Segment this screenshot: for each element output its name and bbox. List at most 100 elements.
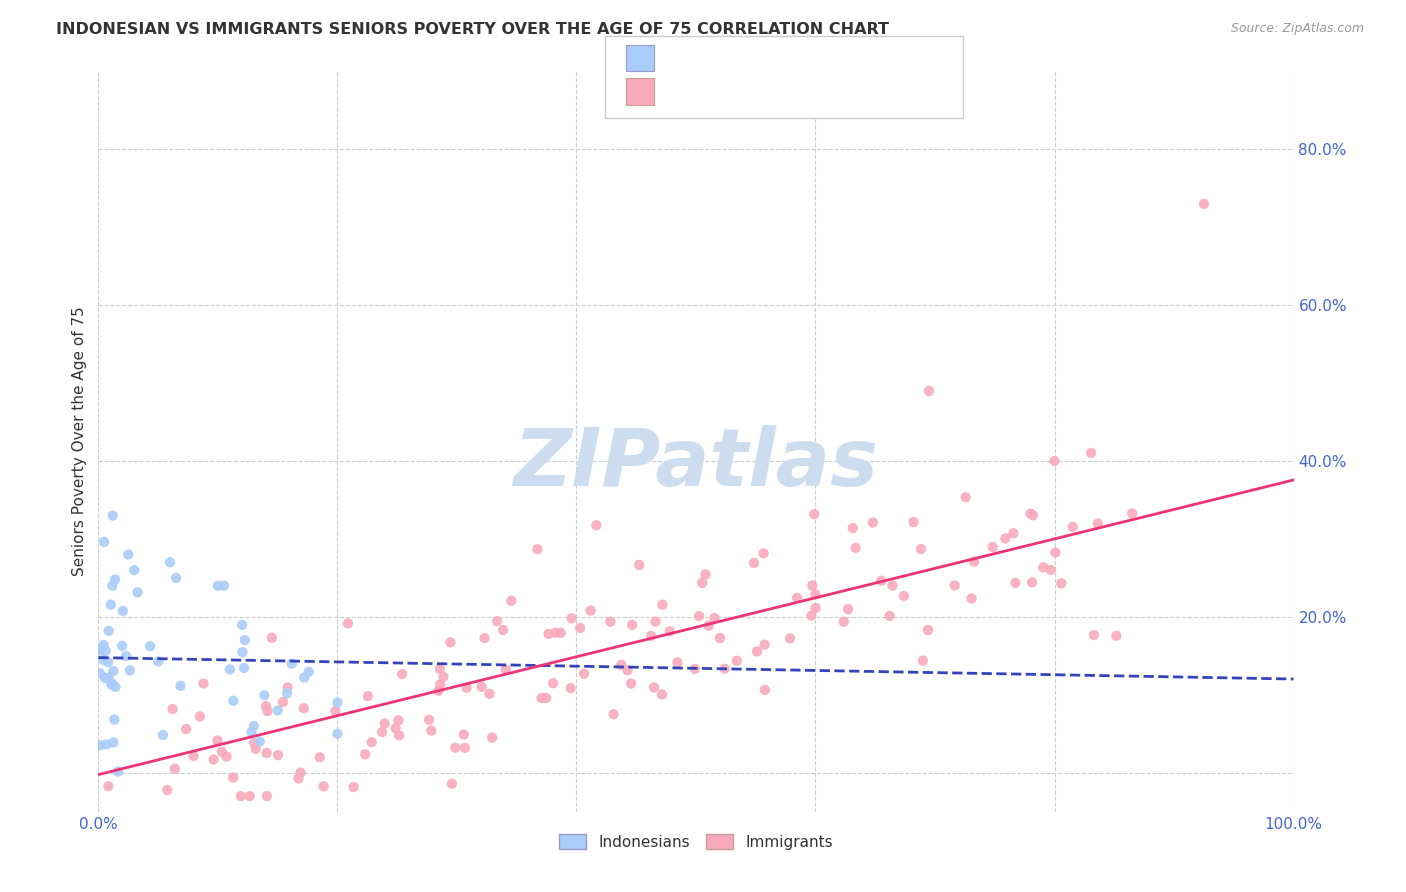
Point (103, 713, 125, 727)
Point (602, 707, 624, 722)
Point (893, 589, 915, 603)
Point (325, 704, 347, 718)
Point (870, 574, 893, 588)
Point (994, 532, 1017, 546)
Point (100, 677, 122, 691)
Text: 56: 56 (832, 49, 855, 67)
Point (87, 643, 110, 657)
Point (93, 638, 115, 652)
Point (326, 727, 349, 741)
Point (96, 738, 118, 752)
Point (960, 591, 983, 606)
Point (703, 611, 725, 625)
Point (94, 644, 117, 658)
Point (336, 616, 359, 631)
Point (111, 604, 134, 618)
Point (100, 598, 122, 612)
Point (474, 631, 496, 645)
Point (550, 625, 572, 640)
Point (786, 591, 808, 605)
Point (1039, 563, 1062, 577)
Point (326, 696, 349, 710)
Point (440, 777, 463, 791)
Point (222, 694, 245, 708)
Point (360, 735, 382, 749)
Point (298, 665, 321, 679)
Point (644, 615, 666, 629)
Point (530, 690, 553, 705)
Point (651, 598, 673, 612)
Point (371, 725, 394, 739)
Point (163, 762, 186, 776)
Point (243, 719, 266, 733)
Point (260, 631, 283, 645)
Point (1045, 545, 1067, 559)
Point (207, 733, 229, 747)
Point (569, 621, 592, 635)
Point (697, 618, 720, 632)
Point (1192, 197, 1215, 211)
Point (101, 508, 124, 523)
Point (222, 771, 245, 785)
Point (478, 687, 501, 701)
Point (229, 789, 252, 804)
Point (233, 633, 256, 648)
Point (117, 548, 139, 562)
Point (1050, 576, 1073, 591)
Point (240, 725, 263, 739)
Point (1105, 629, 1128, 643)
Point (174, 722, 197, 736)
Point (643, 681, 665, 695)
Point (501, 594, 523, 608)
Point (492, 623, 515, 637)
Point (754, 638, 776, 652)
Point (211, 745, 233, 759)
Point (183, 749, 205, 764)
Point (391, 667, 413, 681)
Point (97, 624, 120, 638)
Point (1087, 516, 1109, 531)
Point (1022, 508, 1045, 523)
Point (561, 611, 583, 625)
Point (256, 746, 278, 760)
Point (801, 578, 824, 592)
Point (560, 681, 582, 695)
Point (97, 779, 120, 793)
Point (495, 663, 517, 677)
Point (276, 686, 298, 700)
Text: -0.023: -0.023 (710, 49, 769, 67)
Point (308, 750, 330, 764)
Text: R =: R = (668, 83, 704, 101)
Point (541, 676, 564, 690)
Point (683, 662, 706, 676)
Point (832, 615, 855, 629)
Point (454, 740, 477, 755)
Point (800, 608, 823, 623)
Text: R =: R = (668, 49, 704, 67)
Point (779, 632, 801, 646)
Point (89, 666, 111, 681)
Point (254, 699, 277, 714)
Point (104, 573, 127, 587)
Point (245, 741, 267, 756)
Point (651, 688, 673, 702)
Point (249, 734, 271, 748)
Point (188, 709, 211, 723)
Point (628, 558, 651, 572)
Point (1021, 575, 1043, 590)
Point (572, 666, 595, 681)
Point (148, 654, 170, 668)
Point (666, 656, 689, 670)
Point (97, 655, 120, 669)
Point (165, 571, 187, 585)
Point (343, 780, 366, 794)
Point (388, 728, 411, 742)
Point (918, 384, 941, 398)
Point (118, 664, 141, 678)
Point (725, 654, 748, 668)
Point (374, 716, 396, 731)
Point (963, 555, 986, 569)
Point (104, 680, 127, 694)
Point (239, 789, 262, 804)
Point (93, 535, 115, 549)
